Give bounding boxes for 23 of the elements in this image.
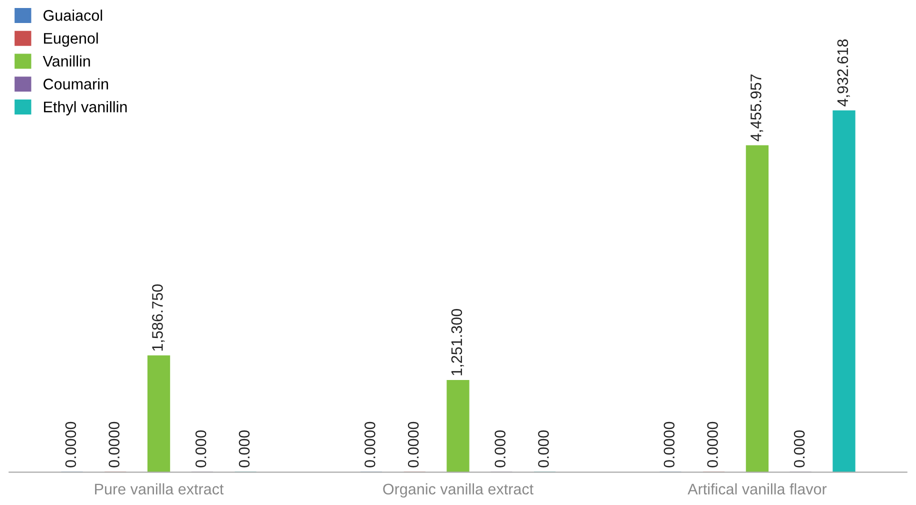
- data-label: 1,586.750: [152, 284, 165, 351]
- legend-label: Eugenol: [44, 32, 98, 47]
- data-label: 0.0000: [707, 422, 718, 468]
- data-label: 0.000: [238, 430, 250, 468]
- data-label: 4,455.957: [750, 74, 764, 142]
- x-tick-label: Pure vanilla extract: [95, 483, 224, 495]
- data-label: 0.0000: [65, 422, 76, 468]
- data-label: 0.000: [494, 430, 506, 468]
- data-label: 1,251.300: [451, 308, 464, 376]
- data-label: 0.000: [195, 430, 206, 468]
- legend-label: Guaiacol: [44, 10, 102, 21]
- data-label: 0.0000: [108, 422, 120, 468]
- legend-label: Vanillin: [42, 55, 90, 67]
- data-label: 0.0000: [364, 422, 376, 468]
- data-label: 4,932.618: [837, 39, 850, 106]
- x-tick-label: Organic vanilla extract: [383, 483, 534, 498]
- legend-label: Ethyl vanillin: [44, 101, 127, 116]
- data-label: 0.000: [794, 430, 805, 468]
- x-tick-label: Artifical vanilla flavor: [688, 483, 827, 495]
- data-label: 0.000: [538, 430, 549, 468]
- data-label: 0.0000: [664, 422, 675, 468]
- data-label: 0.0000: [408, 422, 419, 468]
- legend-label: Coumarin: [44, 78, 108, 90]
